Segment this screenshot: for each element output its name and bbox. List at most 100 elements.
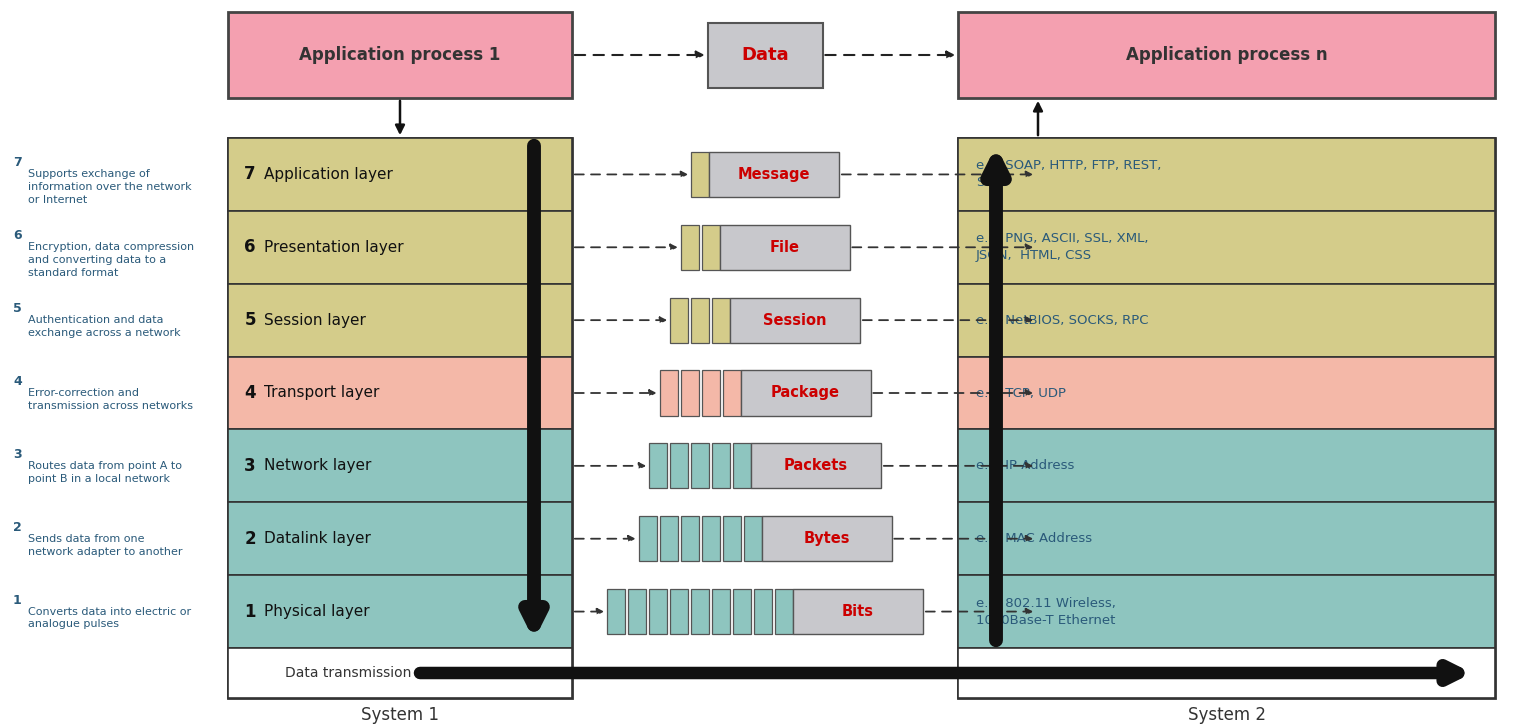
Text: 6: 6 [244,238,256,257]
Text: Bits: Bits [842,604,874,619]
Bar [712,589,730,634]
Text: Application layer: Application layer [264,167,393,182]
Text: Transport layer: Transport layer [264,385,380,401]
Text: e.g. PNG, ASCII, SSL, XML,
JSON,  HTML, CSS: e.g. PNG, ASCII, SSL, XML, JSON, HTML, C… [976,233,1148,262]
Text: 4: 4 [244,384,256,402]
Text: 5: 5 [244,311,256,329]
Bar [775,589,793,634]
Text: Data: Data [741,46,788,64]
Text: e.g. SOAP, HTTP, FTP, REST,
SMTP: e.g. SOAP, HTTP, FTP, REST, SMTP [976,159,1162,190]
Bar [734,589,750,634]
Bar [650,443,666,489]
Text: Converts data into electric or
analogue pulses: Converts data into electric or analogue … [27,606,191,630]
Bar [680,225,698,270]
Text: 1: 1 [14,593,21,606]
Bar [691,443,709,489]
Text: e.g. TCP, UDP: e.g. TCP, UDP [976,387,1066,400]
Text: Session: Session [762,313,827,328]
Bar [723,516,741,561]
Bar [229,648,572,698]
Bar [720,225,849,270]
Text: Error-correction and
transmission across networks: Error-correction and transmission across… [27,388,194,411]
Text: 2: 2 [14,521,21,534]
Bar [702,516,720,561]
Bar [628,589,647,634]
Text: 4: 4 [14,375,21,388]
Text: Datalink layer: Datalink layer [264,531,371,546]
Bar [669,589,688,634]
Text: Supports exchange of
information over the network
or Internet: Supports exchange of information over th… [27,169,192,205]
Bar [958,211,1494,284]
Text: e.g. IP Address: e.g. IP Address [976,459,1075,473]
Bar [709,152,839,197]
Bar [730,297,860,342]
Bar [702,371,720,416]
Bar [958,648,1494,698]
Text: Packets: Packets [784,458,848,473]
Text: Physical layer: Physical layer [264,604,369,619]
Bar [744,516,761,561]
Bar [712,297,730,342]
Bar [680,371,698,416]
Bar [958,138,1494,698]
Text: Data transmission: Data transmission [285,666,412,680]
Bar [723,371,741,416]
Text: e.g. 802.11 Wireless,
1000Base-T Ethernet: e.g. 802.11 Wireless, 1000Base-T Etherne… [976,597,1116,627]
Bar [958,356,1494,430]
Text: 7: 7 [14,156,21,169]
Text: 3: 3 [244,457,256,475]
Text: Routes data from point A to
point B in a local network: Routes data from point A to point B in a… [27,461,181,483]
Bar [702,225,720,270]
Text: 7: 7 [244,166,256,183]
Text: Presentation layer: Presentation layer [264,240,404,254]
Bar [229,284,572,356]
Bar [793,589,923,634]
Bar [669,443,688,489]
Bar [229,430,572,502]
Bar [958,502,1494,575]
Text: System 1: System 1 [361,706,439,724]
Text: e.g. MAC Address: e.g. MAC Address [976,532,1092,545]
Bar [753,589,772,634]
Bar [958,430,1494,502]
Bar [708,23,822,87]
Bar [958,284,1494,356]
Bar [607,589,625,634]
Bar [761,516,892,561]
Text: File: File [770,240,799,254]
Bar [639,516,656,561]
Bar [650,589,666,634]
Bar [712,443,730,489]
Text: 6: 6 [14,229,21,242]
Bar [659,371,677,416]
Bar [958,12,1494,98]
Bar [229,356,572,430]
Bar [741,371,871,416]
Bar [229,211,572,284]
Bar [734,443,750,489]
Bar [750,443,881,489]
Text: Message: Message [738,167,810,182]
Text: Bytes: Bytes [804,531,849,546]
Bar [659,516,677,561]
Bar [691,589,709,634]
Text: 3: 3 [14,448,21,461]
Bar [680,516,698,561]
Text: Application process 1: Application process 1 [299,46,500,64]
Text: e.g. NetBIOS, SOCKS, RPC: e.g. NetBIOS, SOCKS, RPC [976,313,1148,326]
Bar [691,297,709,342]
Text: Network layer: Network layer [264,458,372,473]
Bar [958,138,1494,211]
Text: Application process n: Application process n [1125,46,1327,64]
Bar [229,138,572,698]
Text: 1: 1 [244,603,256,621]
Bar [229,138,572,211]
Text: Sends data from one
network adapter to another: Sends data from one network adapter to a… [27,534,183,556]
Bar [669,297,688,342]
Bar [229,502,572,575]
Text: 2: 2 [244,530,256,547]
Text: Session layer: Session layer [264,313,366,328]
Text: 5: 5 [14,302,21,315]
Bar [229,12,572,98]
Bar [229,575,572,648]
